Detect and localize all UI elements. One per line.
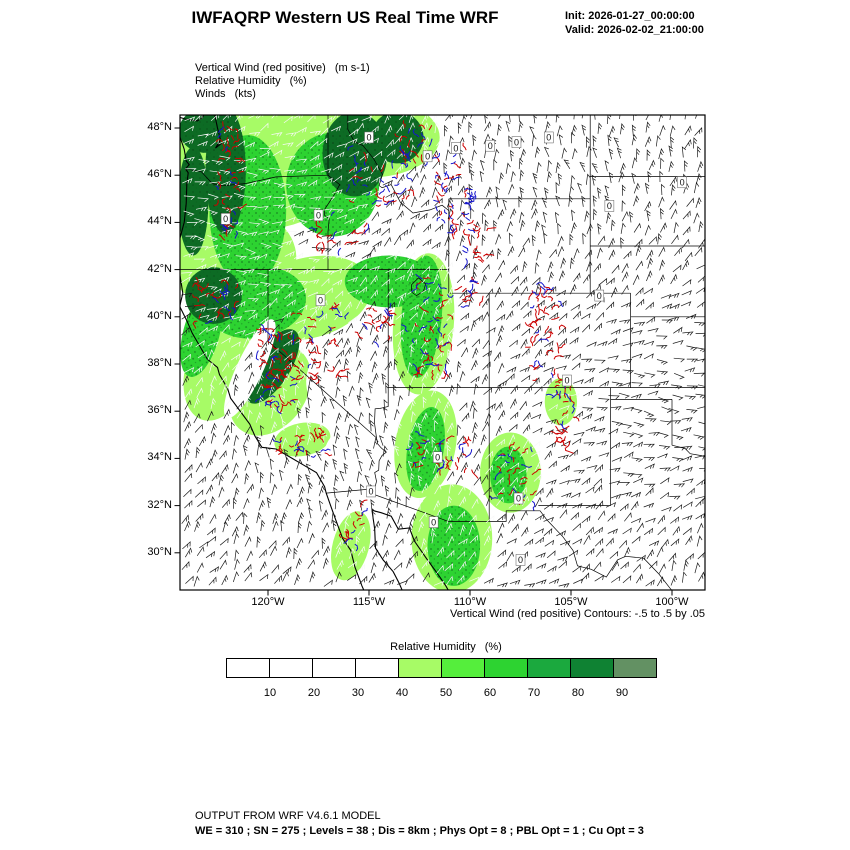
lat-tick-label: 34°N [147,451,172,464]
field-legend: Vertical Wind (red positive) (m s-1) Rela… [195,62,370,101]
lat-tick-label: 44°N [147,215,172,228]
colorbar-segment [441,658,485,678]
colorbar-title-label: Relative Humidity [390,641,476,653]
map-content: 0 0 0 0 0 0 0 0 0 0 0 0 0 0 0 0 0 0 [180,115,705,590]
svg-text:0: 0 [318,295,323,305]
lat-tick-label: 32°N [147,498,172,511]
colorbar-tick-label: 40 [395,687,409,699]
colorbar-segment [398,658,442,678]
colorbar-tick-label: 30 [351,687,365,699]
colorbar-segment [312,658,356,678]
lat-tick-label: 36°N [147,404,172,417]
lat-tick-label: 40°N [147,309,172,322]
svg-text:0: 0 [546,133,551,143]
colorbar-segment [570,658,614,678]
lat-tick-label: 46°N [147,168,172,181]
svg-text:0: 0 [680,177,685,187]
svg-text:0: 0 [488,141,493,151]
colorbar-tick-label: 70 [527,687,541,699]
vertical-wind-contours [192,120,580,552]
svg-text:0: 0 [316,211,321,221]
svg-text:0: 0 [453,143,458,153]
legend-row-winds: Winds (kts) [195,88,370,101]
map-frame [174,114,706,596]
colorbar-tick-label: 90 [615,687,629,699]
colorbar-segment [226,658,270,678]
plot-title: IWFAQRP Western US Real Time WRF [191,8,499,27]
svg-text:0: 0 [607,201,612,211]
lon-tick-label: 120°W [251,596,285,608]
svg-text:0: 0 [516,494,521,504]
lon-tick-label: 105°W [554,596,588,608]
rh-shading [180,115,578,590]
colorbar-title: Relative Humidity (%) [390,641,502,653]
legend-unit-winds: (kts) [234,88,256,100]
svg-text:0: 0 [369,487,374,497]
legend-row-vertical-wind: Vertical Wind (red positive) (m s-1) [195,62,370,75]
svg-text:0: 0 [431,517,436,527]
lat-tick-label: 48°N [147,121,172,133]
map-plot: 0 0 0 0 0 0 0 0 0 0 0 0 0 0 0 0 0 0 [174,114,706,596]
legend-label-vertical-wind: Vertical Wind (red positive) [195,62,326,74]
colorbar-segment [269,658,313,678]
footer-model-line: OUTPUT FROM WRF V4.6.1 MODEL [195,810,381,822]
svg-text:0: 0 [597,291,602,301]
colorbar-segment [527,658,571,678]
lon-tick-label: 110°W [453,596,487,608]
init-time: Init: 2026-01-27_00:00:00 [565,10,695,22]
colorbar-segment [613,658,657,678]
colorbar-tick-label: 60 [483,687,497,699]
footer-config-line: WE = 310 ; SN = 275 ; Levels = 38 ; Dis … [195,825,644,837]
svg-text:0: 0 [435,452,440,462]
legend-label-winds: Winds [195,88,226,100]
colorbar-segment [484,658,528,678]
lat-tick-label: 38°N [147,357,172,369]
svg-text:0: 0 [223,214,228,224]
svg-text:0: 0 [514,137,519,147]
valid-time: Valid: 2026-02-02_21:00:00 [565,24,704,36]
contour-note: Vertical Wind (red positive) Contours: -… [450,608,705,620]
legend-unit-vertical-wind: (m s-1) [334,62,370,74]
colorbar-tick-label: 20 [307,687,321,699]
wind-barbs [181,115,705,588]
colorbar [226,658,666,678]
colorbar-tick-label: 10 [263,687,277,699]
svg-text:0: 0 [564,376,569,386]
zero-contour-labels: 0 0 0 0 0 0 0 0 0 0 0 0 0 0 0 0 0 0 [220,131,687,566]
lon-tick-label: 100°W [655,596,689,608]
lon-tick-label: 115°W [352,596,386,608]
colorbar-tick-label: 50 [439,687,453,699]
svg-text:0: 0 [366,133,371,143]
colorbar-segment [355,658,399,678]
lat-tick-label: 42°N [147,262,172,275]
legend-label-relative-humidity: Relative Humidity [195,75,281,87]
colorbar-tick-label: 80 [571,687,585,699]
svg-text:0: 0 [518,555,523,565]
legend-row-relative-humidity: Relative Humidity (%) [195,75,370,88]
run-times: Init: 2026-01-27_00:00:00 Valid: 2026-02… [565,9,704,37]
svg-text:0: 0 [425,152,430,162]
lat-tick-label: 30°N [147,545,172,558]
colorbar-title-unit: (%) [484,641,502,653]
footer: OUTPUT FROM WRF V4.6.1 MODEL WE = 310 ; … [195,809,644,839]
legend-unit-relative-humidity: (%) [289,75,307,87]
